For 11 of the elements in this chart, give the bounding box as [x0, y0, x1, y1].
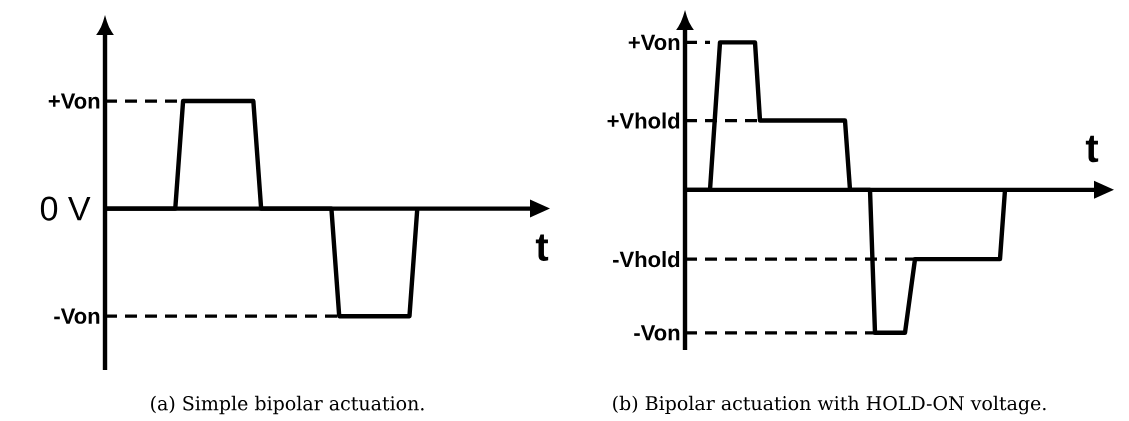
text: (b) Bipolar actuation with HOLD-ON voltage. — [613, 395, 1046, 415]
x-axis-title: t — [1085, 135, 1099, 163]
text: 0 V — [40, 196, 91, 221]
series-label: -Von — [54, 308, 100, 324]
series-label: +Von — [48, 93, 100, 109]
x-axis-title: t — [535, 234, 549, 261]
series-label: -Von — [634, 325, 680, 341]
text: (a) Simple bipolar actuation. — [151, 395, 424, 415]
series-label: -Vhold — [613, 251, 680, 268]
series-label: +Vhold — [607, 112, 680, 129]
legend-label: +Von — [628, 34, 680, 51]
